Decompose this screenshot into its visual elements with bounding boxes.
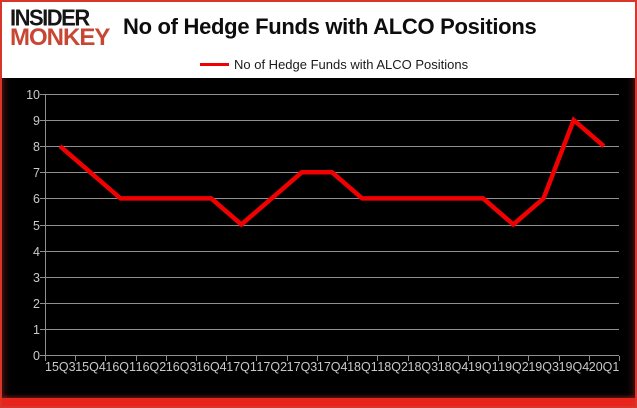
gridline	[40, 328, 619, 330]
gridline	[40, 198, 619, 200]
x-tick-label: 19Q4	[558, 360, 590, 374]
insider-monkey-logo: INSIDER MONKEY	[10, 4, 110, 52]
y-tick-label: 3	[33, 270, 40, 285]
x-tick-label: 15Q3	[45, 360, 76, 374]
y-tick-label: 5	[33, 218, 40, 233]
legend: No of Hedge Funds with ALCO Positions	[200, 57, 468, 72]
x-tick-mark	[377, 356, 379, 361]
x-tick-label: 15Q4	[75, 360, 106, 374]
x-tick-mark	[588, 356, 590, 361]
gridline	[40, 302, 619, 304]
gridline	[40, 250, 619, 252]
gridline	[40, 146, 619, 148]
bottom-red-border-bar	[2, 398, 635, 406]
x-tick-mark	[467, 356, 469, 361]
logo-monkey-text: MONKEY	[10, 23, 110, 52]
x-tick-label: 19Q1	[467, 360, 499, 374]
x-tick-mark	[165, 356, 167, 361]
x-tick-mark	[528, 356, 530, 361]
x-tick-label: 16Q1	[105, 360, 136, 374]
gridline	[40, 355, 619, 356]
legend-line-swatch	[200, 63, 229, 66]
x-tick-mark	[286, 356, 288, 361]
x-tick-mark	[226, 356, 228, 361]
y-tick-label: 9	[33, 114, 40, 129]
x-tick-mark	[135, 356, 137, 361]
x-tick-mark	[105, 356, 107, 361]
x-tick-mark	[498, 356, 500, 361]
x-tick-label: 16Q2	[135, 360, 167, 374]
y-tick-label: 6	[33, 192, 40, 207]
x-tick-mark	[407, 356, 409, 361]
legend-label: No of Hedge Funds with ALCO Positions	[234, 57, 469, 72]
y-tick-label: 10	[26, 88, 40, 102]
x-tick-label: 19Q3	[528, 360, 559, 374]
y-tick-label: 1	[33, 322, 40, 337]
y-tick-label: 8	[33, 140, 40, 155]
x-tick-label: 18Q3	[407, 360, 439, 374]
y-tick-label: 2	[33, 296, 40, 311]
logo-insider-text: INSIDER	[10, 4, 90, 31]
gridline	[40, 276, 619, 278]
x-tick-label: 18Q2	[377, 360, 408, 374]
chart-title: No of Hedge Funds with ALCO Positions	[123, 14, 537, 39]
x-tick-label: 17Q1	[226, 360, 257, 374]
x-tick-label: 16Q3	[165, 360, 197, 374]
x-tick-label: 19Q2	[498, 360, 529, 374]
gridline	[40, 94, 619, 95]
series-line	[58, 116, 606, 228]
x-tick-mark	[75, 356, 77, 361]
x-tick-label: 20Q1	[588, 360, 620, 374]
x-tick-mark	[45, 356, 46, 361]
x-tick-label: 17Q2	[256, 360, 288, 374]
x-tick-label: 18Q4	[437, 360, 469, 374]
x-tick-mark	[256, 356, 258, 361]
x-tick-mark	[437, 356, 439, 361]
x-tick-label: 17Q3	[286, 360, 318, 374]
y-tick-label: 4	[33, 244, 40, 259]
y-tick-label: 0	[33, 349, 40, 363]
x-tick-mark	[619, 356, 620, 361]
x-tick-mark	[347, 356, 349, 361]
x-tick-label: 17Q4	[316, 360, 348, 374]
header-band: INSIDER MONKEY No of Hedge Funds with AL…	[2, 2, 635, 78]
x-tick-mark	[558, 356, 560, 361]
x-tick-label: 18Q1	[347, 360, 378, 374]
x-tick-mark	[196, 356, 198, 361]
gridline	[40, 224, 619, 226]
x-tick-label: 16Q4	[196, 360, 227, 374]
x-tick-mark	[316, 356, 318, 361]
y-tick-label: 7	[33, 166, 40, 181]
gridline	[40, 120, 619, 122]
